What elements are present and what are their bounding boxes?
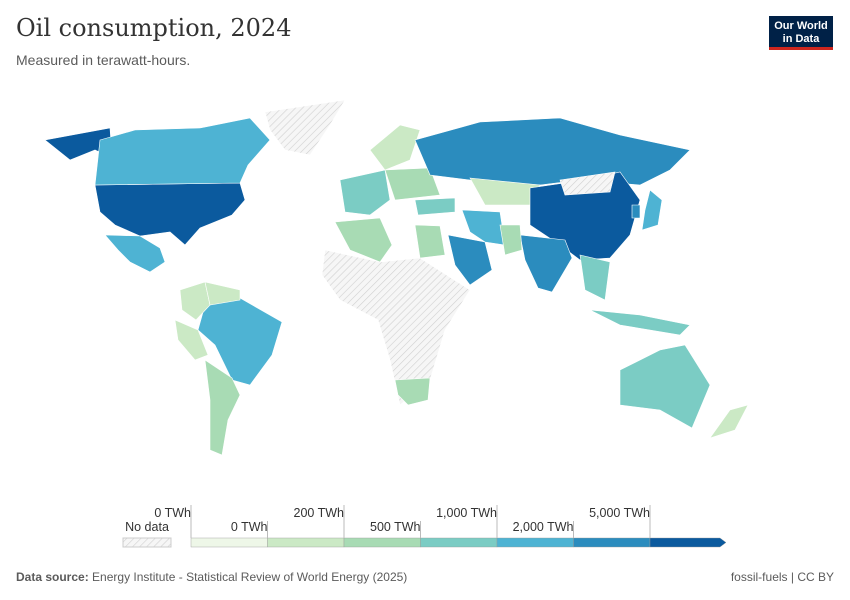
region-greenland[interactable] [264,99,346,156]
footer-source: Data source: Energy Institute - Statisti… [16,570,407,584]
region-algeria[interactable] [334,217,393,263]
legend-tick-label: 0 TWh [231,520,268,534]
legend-bin-3[interactable] [420,537,498,548]
legend-tick-label: 200 TWh [294,506,345,520]
legend-bin-4[interactable] [496,537,574,548]
legend-no-data-swatch [122,537,172,548]
chart-title: Oil consumption, 2024 [16,14,292,42]
region-australia[interactable] [619,344,711,429]
region-pakistan[interactable] [499,224,523,256]
legend-bin-5[interactable] [573,537,651,548]
region-europe-west[interactable] [339,169,391,216]
region-united-states[interactable] [94,182,246,246]
source-text[interactable]: Energy Institute - Statistical Review of… [92,570,408,584]
region-new-zealand[interactable] [709,404,749,439]
region-brazil[interactable] [197,297,283,386]
region-peru[interactable] [174,319,209,361]
region-venezuela[interactable] [204,281,241,306]
region-mongolia[interactable] [559,171,616,196]
legend-no-data-label: No data [125,520,169,534]
legend: No data 0 TWh 0 TWh 200 TWh 500 TWh 1,000 TW… [122,505,727,548]
legend-bin-1[interactable] [267,537,345,548]
region-mexico[interactable] [104,234,166,273]
region-argentina[interactable] [204,359,241,456]
region-south-africa[interactable] [394,377,431,406]
region-egypt[interactable] [414,224,446,259]
chart-subtitle: Measured in terawatt-hours. [16,52,191,68]
region-japan[interactable] [641,189,663,231]
legend-tick-label: 500 TWh [370,520,421,534]
region-southeast-asia[interactable] [579,254,611,301]
region-south-korea[interactable] [631,204,641,219]
region-europe-north[interactable] [369,124,421,171]
region-europe-east[interactable] [384,167,441,201]
world-map [44,99,749,456]
footer-license[interactable]: fossil-fuels | CC BY [730,570,834,584]
region-russia[interactable] [414,117,691,186]
region-indonesia[interactable] [589,309,691,336]
region-india[interactable] [519,234,573,293]
region-saudi-arabia[interactable] [447,234,493,286]
source-label: Data source: [16,570,89,584]
legend-tick-label: 5,000 TWh [589,506,650,520]
legend-tick-label: 1,000 TWh [436,506,497,520]
legend-tick-label: 0 TWh [154,506,191,520]
legend-bin-0[interactable] [190,537,268,548]
region-turkey[interactable] [414,197,456,216]
region-colombia[interactable] [179,281,211,321]
legend-bin-6[interactable] [649,537,727,548]
legend-bin-2[interactable] [343,537,421,548]
region-canada[interactable] [94,117,271,186]
legend-tick-label: 2,000 TWh [513,520,574,534]
region-iran[interactable] [461,209,506,246]
owid-logo[interactable]: Our World in Data [769,16,833,50]
